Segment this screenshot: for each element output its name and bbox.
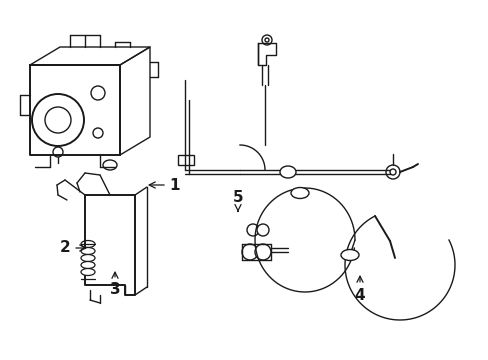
Circle shape	[32, 94, 84, 146]
Circle shape	[91, 86, 105, 100]
Circle shape	[257, 224, 268, 236]
Ellipse shape	[81, 269, 95, 275]
Text: 4: 4	[354, 276, 365, 302]
Text: 3: 3	[109, 272, 120, 297]
Circle shape	[53, 147, 63, 157]
Text: 5: 5	[232, 190, 243, 211]
Circle shape	[246, 224, 259, 236]
Ellipse shape	[81, 255, 95, 261]
Text: 1: 1	[149, 177, 180, 193]
Bar	[178, 155, 194, 165]
Ellipse shape	[81, 248, 95, 255]
Circle shape	[93, 128, 103, 138]
Ellipse shape	[81, 261, 95, 269]
Circle shape	[262, 35, 271, 45]
Ellipse shape	[81, 240, 95, 248]
Ellipse shape	[103, 160, 117, 170]
Ellipse shape	[280, 166, 295, 178]
Ellipse shape	[290, 188, 308, 198]
Ellipse shape	[340, 249, 358, 261]
Circle shape	[389, 169, 395, 175]
Text: 2: 2	[60, 240, 86, 256]
Circle shape	[45, 107, 71, 133]
Circle shape	[385, 165, 399, 179]
Circle shape	[242, 244, 258, 260]
Circle shape	[254, 244, 270, 260]
Circle shape	[264, 38, 268, 42]
